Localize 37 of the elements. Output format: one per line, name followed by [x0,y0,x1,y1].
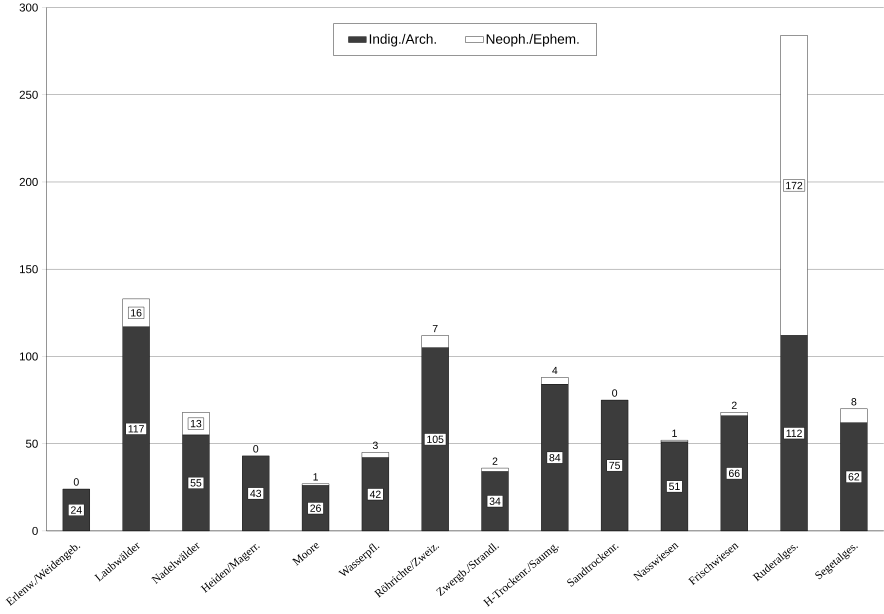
y-tick-label: 0 [32,526,38,536]
data-label: 51 [669,482,680,490]
data-label: 2 [732,402,737,410]
data-label: 42 [370,490,381,498]
data-label: 75 [609,462,620,470]
y-tick-label: 100 [20,352,38,361]
y-tick-label: 50 [26,440,38,448]
data-label: 66 [728,470,740,478]
data-label: 1 [672,430,677,437]
y-tick-label: 300 [20,4,38,12]
data-label: 105 [427,436,444,444]
data-label: 112 [786,430,802,437]
data-label: 13 [190,420,202,428]
data-label: 16 [131,309,142,317]
data-label: 0 [253,445,258,453]
data-label: 34 [490,498,500,506]
data-label: 172 [786,182,802,190]
data-label: 117 [128,425,144,433]
data-label: 8 [851,398,856,406]
data-label: 62 [848,473,860,481]
data-label: 24 [71,506,82,514]
legend-label: Neoph./Ephem. [486,34,579,47]
data-label: 26 [310,504,321,512]
data-label: 84 [549,454,560,462]
data-label: 1 [313,473,318,481]
data-label: 0 [74,478,79,486]
data-label: 7 [432,325,438,332]
y-tick-label: 200 [20,178,38,186]
legend-label: Indig./Arch. [370,34,436,47]
y-tick-label: 150 [20,265,38,274]
data-label: 2 [492,458,498,465]
data-label: 4 [552,366,558,374]
y-tick-label: 250 [20,90,38,99]
data-label: 0 [612,389,618,397]
data-label: 43 [250,490,262,498]
data-label: 3 [372,442,378,450]
data-label: 55 [190,479,202,487]
